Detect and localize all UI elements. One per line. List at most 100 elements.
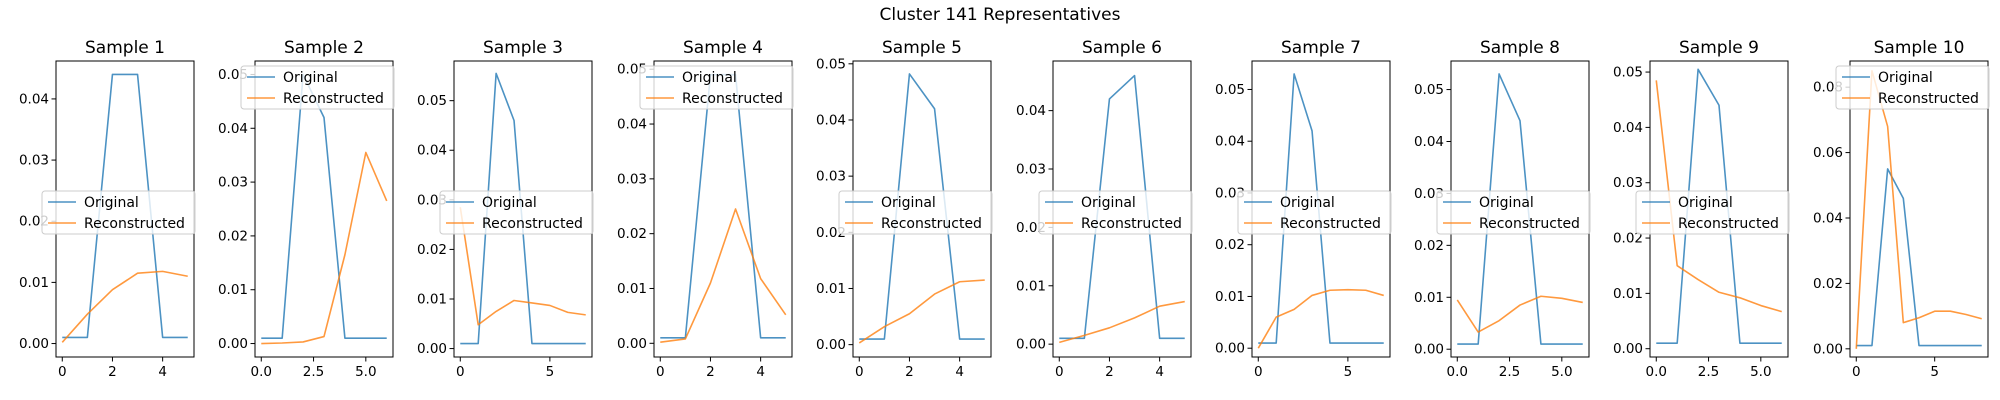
x-tick-label: 0.0	[1646, 364, 1667, 380]
legend-label: Original	[482, 195, 537, 211]
legend: Original Reconstructed	[838, 190, 993, 235]
y-tick-label: 0.01	[1215, 289, 1245, 305]
y-tick-label: 0.03	[19, 153, 49, 169]
y-tick-label: 0.03	[816, 169, 846, 185]
y-tick-label: 0.02	[617, 226, 647, 242]
x-tick-label: 2.5	[1499, 364, 1520, 380]
series-line-reconstructed	[459, 207, 586, 326]
y-tick-label: 0.04	[1215, 134, 1245, 150]
y-tick-label: 0.03	[1215, 185, 1245, 201]
legend: Original Reconstructed	[1038, 190, 1193, 235]
series-line-original	[62, 73, 188, 339]
y-tick-label: 0.04	[617, 117, 647, 133]
series-line-original	[1258, 73, 1384, 344]
legend-label: Original	[1280, 195, 1335, 211]
legend: Original Reconstructed	[1237, 190, 1392, 235]
subplot-1: Sample 1 0 2 4 0.00 0.01 0.02 0.03 0.04 Original R…	[19, 38, 196, 380]
x-tick-label: 2	[1105, 364, 1114, 380]
legend-label: Original	[682, 70, 737, 86]
legend-box	[41, 190, 196, 235]
series-line-original	[1656, 68, 1782, 344]
legend: Original Reconstructed	[439, 190, 594, 235]
legend-label: Reconstructed	[84, 216, 185, 232]
y-tick-label: 0.01	[417, 291, 447, 307]
subplot-title: Sample 2	[284, 38, 364, 58]
legend-box	[639, 65, 794, 110]
y-tick-label: 0.04	[816, 112, 846, 128]
y-tick-label: 0.05	[218, 67, 248, 83]
y-tick-label: 0.04	[19, 91, 49, 107]
y-tick-label: 0.02	[1215, 237, 1245, 253]
subplot-9: Sample 9 0.0 2.5 5.0 0.00 0.01 0.02 0.03 0.04 0.0…	[1613, 38, 1790, 380]
subplot-title: Sample 1	[85, 38, 165, 58]
legend-label: Reconstructed	[1878, 91, 1979, 107]
x-tick-label: 0	[855, 364, 864, 380]
y-tick-label: 0.03	[1613, 175, 1643, 191]
y-tick-label: 0.02	[1613, 231, 1643, 247]
legend-box	[439, 190, 594, 235]
legend-label: Original	[1479, 195, 1534, 211]
legend: Original Reconstructed	[1635, 190, 1790, 235]
y-tick-label: 0.05	[816, 56, 846, 72]
subplot-5: Sample 5 0 2 4 0.00 0.01 0.02 0.03 0.04 0.05 Origi…	[816, 38, 993, 380]
y-tick-label: 0.05	[417, 93, 447, 109]
subplot-title: Sample 9	[1679, 38, 1759, 58]
y-tick-label: 0.04	[1613, 120, 1643, 136]
series-line-original	[1059, 74, 1185, 340]
axes-frame	[1849, 60, 1989, 358]
legend-label: Reconstructed	[1280, 216, 1381, 232]
series-line-reconstructed	[1655, 80, 1782, 313]
y-tick-label: 0.06	[1813, 145, 1843, 161]
subplot-title: Sample 10	[1874, 38, 1965, 58]
legend-label: Original	[84, 195, 139, 211]
legend-label: Reconstructed	[1678, 216, 1779, 232]
x-tick-label: 5.0	[1551, 364, 1572, 380]
panels: Sample 10 2 40.000.010.020.030.04OriginalR…	[19, 38, 1990, 380]
x-tick-label: 4	[1155, 364, 1164, 380]
series-line-original	[1856, 168, 1982, 347]
y-tick-label: 0.01	[1016, 278, 1046, 294]
x-tick-label: 5.0	[1750, 364, 1771, 380]
y-tick-label: 0.00	[1016, 337, 1046, 353]
subplot-6: Sample 6 0 2 4 0.00 0.01 0.02 0.03 0.04 Original R…	[1016, 38, 1193, 380]
figure-suptitle: Cluster 141 Representatives	[880, 5, 1121, 25]
y-tick-label: 0.00	[19, 336, 49, 352]
y-tick-label: 0.04	[1813, 210, 1843, 226]
y-tick-label: 0.04	[218, 121, 248, 137]
legend: Original Reconstructed	[1835, 65, 1990, 110]
x-tick-label: 2.5	[1698, 364, 1719, 380]
x-tick-label: 0.0	[1447, 364, 1468, 380]
legend-label: Original	[881, 195, 936, 211]
legend-box	[1237, 190, 1392, 235]
y-tick-label: 0.03	[617, 171, 647, 187]
y-tick-label: 0.02	[1813, 276, 1843, 292]
x-tick-label: 4	[756, 364, 765, 380]
y-tick-label: 0.02	[417, 242, 447, 258]
legend-label: Reconstructed	[881, 216, 982, 232]
series-line-reconstructed	[1257, 288, 1384, 349]
legend-label: Original	[1081, 195, 1136, 211]
series-line-original	[261, 73, 387, 339]
y-tick-label: 0.00	[1414, 342, 1444, 358]
legend-box	[1635, 190, 1790, 235]
x-tick-label: 4	[955, 364, 964, 380]
y-tick-label: 0.05	[1613, 65, 1643, 81]
x-tick-label: 2	[108, 364, 117, 380]
legend-label: Reconstructed	[283, 91, 384, 107]
y-tick-label: 0.01	[19, 275, 49, 291]
x-tick-label: 0	[1852, 364, 1861, 380]
y-tick-label: 0.01	[1613, 286, 1643, 302]
series-line-reconstructed	[660, 208, 787, 343]
x-tick-label: 0	[1254, 364, 1263, 380]
y-tick-label: 0.00	[816, 337, 846, 353]
legend-label: Original	[1878, 70, 1933, 86]
y-tick-label: 0.01	[1414, 290, 1444, 306]
series-line-reconstructed	[261, 151, 388, 345]
legend: Original Reconstructed	[240, 65, 395, 110]
series-line-reconstructed	[1059, 300, 1185, 344]
y-tick-label: 0.04	[1016, 103, 1046, 119]
y-tick-label: 0.00	[417, 341, 447, 357]
y-tick-label: 0.03	[1016, 162, 1046, 178]
x-tick-label: 0	[58, 364, 67, 380]
